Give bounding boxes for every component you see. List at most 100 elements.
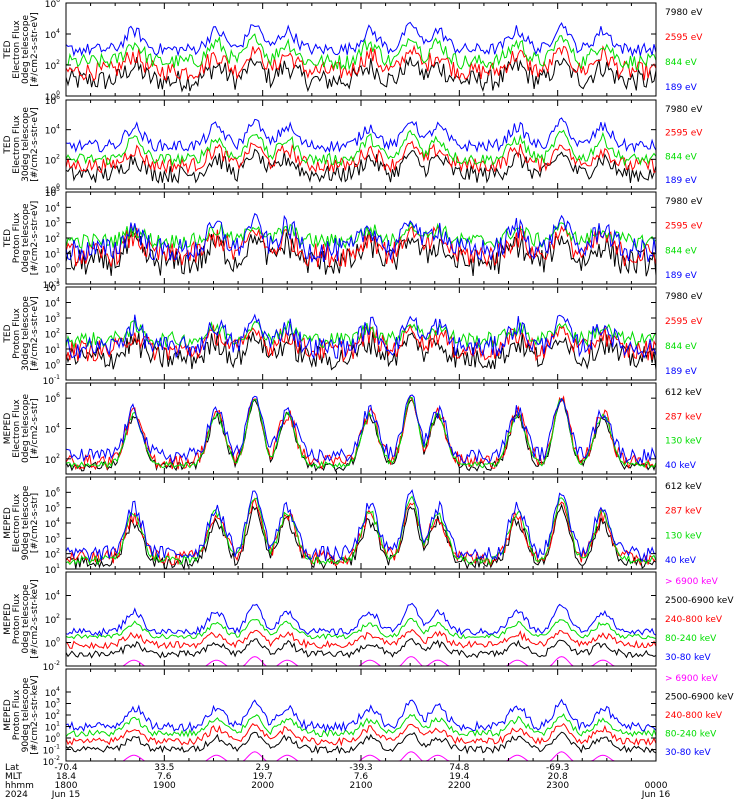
y-tick-base: 10 xyxy=(45,156,57,166)
y-tick-base: 10 xyxy=(43,747,55,757)
y-axis-label: TEDProton Flux0deg telescope[#/cm2-s-str… xyxy=(3,201,40,276)
y-tick-base: 10 xyxy=(45,551,57,561)
y-axis-label-line: 30deg telescope xyxy=(21,296,31,371)
y-tick-exponent: 6 xyxy=(56,392,60,399)
y-axis-label-line: Proton Flux xyxy=(12,593,22,644)
y-axis-label-line: Proton Flux xyxy=(12,689,22,740)
y-tick-label: 104 xyxy=(45,686,60,699)
y-axis-label-line: [#/cm2-s-str] xyxy=(30,493,40,553)
y-tick-base: 10 xyxy=(43,377,55,387)
y-tick-exponent: 2 xyxy=(56,328,60,335)
panel-frame xyxy=(65,191,657,285)
x-row-value: -69.3 xyxy=(546,763,569,773)
y-axis-label-line: 0deg telescope xyxy=(21,584,31,654)
series-line-3-4 xyxy=(65,212,657,263)
y-tick-base: 10 xyxy=(45,220,57,230)
y-tick-label: 103 xyxy=(45,698,60,711)
y-axis-label-line: [#/cm2-s-str] xyxy=(30,398,40,458)
y-tick-exponent: 0 xyxy=(56,263,60,270)
y-tick-base: 10 xyxy=(43,663,55,673)
y-axis-label-line: 0deg telescope xyxy=(21,394,31,464)
y-axis-label: MEPEDElectron Flux90deg telescope[#/cm2-… xyxy=(3,485,40,560)
y-tick-base: 10 xyxy=(45,395,57,405)
y-axis-label: TEDProton Flux30deg telescope[#/cm2-s-st… xyxy=(3,296,40,371)
legend-entry: 30-80 keV xyxy=(665,653,711,663)
legend-entry: 80-240 keV xyxy=(665,730,717,740)
y-axis-label-line: 90deg telescope xyxy=(21,677,31,752)
y-axis-label-line: [#/cm2-s-str-eV] xyxy=(30,107,40,182)
y-tick-base: 10 xyxy=(45,186,57,196)
legend-entry: 287 keV xyxy=(665,412,702,422)
x-row-name: hhmm xyxy=(5,781,34,791)
x-row-value: 2100 xyxy=(350,781,373,791)
legend-entry: 240-800 keV xyxy=(665,711,723,721)
y-tick-exponent: 4 xyxy=(56,423,60,430)
y-tick-exponent: 2 xyxy=(56,59,60,66)
y-axis-label-line: MEPED xyxy=(3,507,13,539)
y-tick-label: 101 xyxy=(45,721,60,734)
y-axis-label-line: [#/cm2-s-str-eV] xyxy=(30,296,40,371)
y-tick-exponent: 2 xyxy=(56,548,60,555)
y-tick-exponent: 3 xyxy=(56,217,60,224)
y-tick-label: 101 xyxy=(45,247,60,260)
legend-entry: 40 keV xyxy=(665,556,697,566)
x-row-value: 74.8 xyxy=(449,763,469,773)
y-tick-base: 10 xyxy=(45,0,57,10)
legend-entry: 2500-6900 keV xyxy=(665,693,734,703)
y-tick-exponent: 4 xyxy=(56,590,60,597)
panel-frame xyxy=(65,668,657,762)
y-tick-label: 105 xyxy=(45,502,60,515)
y-tick-label: 106 xyxy=(45,94,60,107)
y-axis-label-line: Electron Flux xyxy=(12,399,22,458)
y-tick-exponent: 4 xyxy=(56,517,60,524)
y-tick-base: 10 xyxy=(45,566,57,576)
y-tick-exponent: 1 xyxy=(56,343,60,350)
y-tick-label: 102 xyxy=(45,153,60,166)
y-tick-base: 10 xyxy=(45,426,57,436)
y-tick-label: 10-2 xyxy=(43,755,61,768)
legend-entry: 2595 eV xyxy=(665,317,703,327)
y-axis-label-line: TED xyxy=(3,324,13,343)
y-tick-exponent: 4 xyxy=(56,297,60,304)
y-tick-label: 103 xyxy=(45,532,60,545)
y-tick-base: 10 xyxy=(45,712,57,722)
x-row-value: 1900 xyxy=(153,781,176,791)
legend-entry: 80-240 keV xyxy=(665,634,717,644)
y-tick-base: 10 xyxy=(45,640,57,650)
y-tick-exponent: 3 xyxy=(56,532,60,539)
y-tick-label: 101 xyxy=(45,563,60,576)
y-axis-label-line: [#/cm2-s-str-keV] xyxy=(30,579,40,658)
y-tick-exponent: 1 xyxy=(56,563,60,570)
y-tick-base: 10 xyxy=(45,689,57,699)
x-row-value: 33.5 xyxy=(154,763,174,773)
y-tick-exponent: 6 xyxy=(56,486,60,493)
y-tick-label: 104 xyxy=(45,517,60,530)
legend-entry: 844 eV xyxy=(665,58,698,68)
y-axis-label-line: MEPED xyxy=(3,699,13,731)
y-tick-base: 10 xyxy=(45,235,57,245)
legend-entry: 189 eV xyxy=(665,271,698,281)
y-axis-label: MEPEDProton Flux90deg telescope[#/cm2-s-… xyxy=(3,675,40,754)
x-row-value: 2.9 xyxy=(256,763,271,773)
y-tick-base: 10 xyxy=(45,250,57,260)
x-row-name: 2024 xyxy=(5,790,28,800)
legend-entry: 2595 eV xyxy=(665,129,703,139)
y-axis-label-line: Proton Flux xyxy=(12,308,22,359)
x-row-value: 0000 xyxy=(645,781,668,791)
y-tick-exponent: 4 xyxy=(56,28,60,35)
legend-entry: 189 eV xyxy=(665,176,698,186)
y-tick-base: 10 xyxy=(45,284,57,294)
y-tick-label: 103 xyxy=(45,217,60,230)
y-tick-label: 100 xyxy=(45,637,60,650)
y-axis-label-line: Electron Flux xyxy=(12,493,22,552)
x-row-value: Jun 16 xyxy=(641,790,671,800)
x-row-value: 2200 xyxy=(448,781,471,791)
y-tick-base: 10 xyxy=(45,127,57,137)
y-tick-exponent: 4 xyxy=(56,124,60,131)
y-axis-label: MEPEDElectron Flux0deg telescope[#/cm2-s… xyxy=(3,394,40,464)
y-axis-label-line: Electron Flux xyxy=(12,115,22,174)
y-tick-base: 10 xyxy=(45,189,57,199)
y-tick-label: 105 xyxy=(45,186,60,199)
